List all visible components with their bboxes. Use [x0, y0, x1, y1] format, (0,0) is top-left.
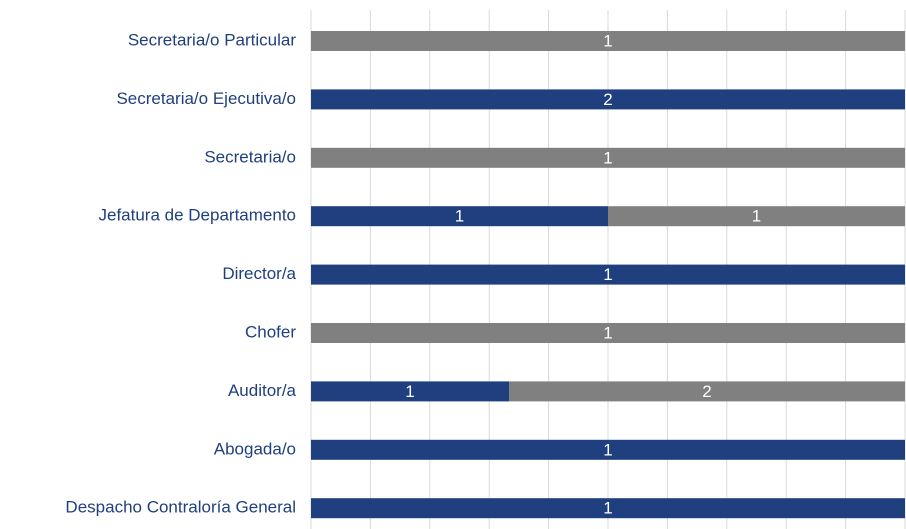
data-label: 2: [702, 382, 711, 401]
y-tick-label: Director/a: [222, 264, 296, 283]
y-tick-label: Chofer: [245, 322, 296, 341]
data-label: 1: [455, 207, 464, 226]
bar-segment: [311, 381, 509, 402]
y-tick-label: Secretaria/o Particular: [128, 30, 297, 49]
y-tick-label: Jefatura de Departamento: [98, 206, 296, 225]
data-label: 1: [603, 148, 612, 167]
bar-segment: [311, 264, 905, 285]
data-label: 1: [405, 382, 414, 401]
bar-segment: [311, 147, 905, 168]
data-label: 1: [603, 31, 612, 50]
bar-segment: [311, 206, 608, 227]
bar-segment: [311, 498, 905, 519]
y-tick-label: Secretaria/o: [204, 147, 296, 166]
y-tick-label: Despacho Contraloría General: [65, 498, 296, 517]
y-tick-label: Secretaria/o Ejecutiva/o: [116, 89, 296, 108]
bar-segment: [509, 381, 905, 402]
bar-segment: [311, 89, 905, 110]
data-label: 2: [603, 90, 612, 109]
bar-segment: [608, 206, 905, 227]
bar-segment: [311, 31, 905, 51]
data-label: 1: [603, 265, 612, 284]
data-label: 1: [603, 323, 612, 342]
data-label: 1: [603, 440, 612, 459]
data-label: 1: [603, 499, 612, 518]
y-tick-label: Auditor/a: [228, 381, 297, 400]
bar-segment: [311, 439, 905, 460]
data-label: 1: [752, 207, 761, 226]
bar-segment: [311, 323, 905, 343]
y-tick-label: Abogada/o: [214, 439, 296, 458]
